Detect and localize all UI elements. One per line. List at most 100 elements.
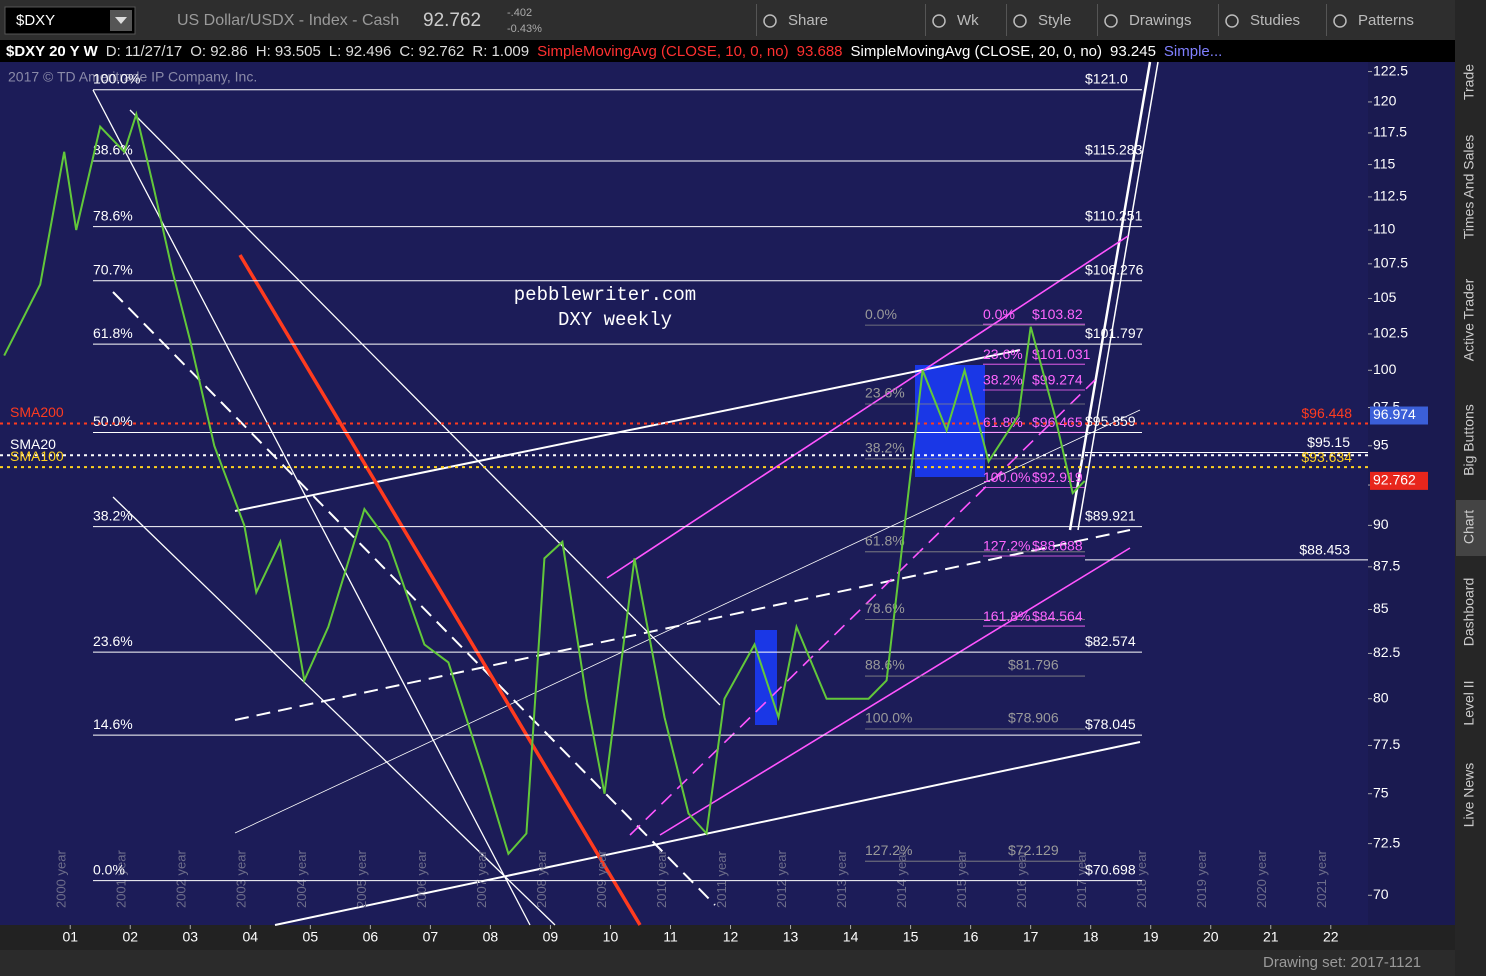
toolbar-icon bbox=[1104, 14, 1118, 28]
fib-price: $89.921 bbox=[1085, 507, 1136, 523]
sidebar-tab[interactable]: Level II bbox=[1461, 680, 1477, 725]
price-tag-label: 92.762 bbox=[1373, 472, 1416, 488]
sidebar-tab[interactable]: Trade bbox=[1461, 64, 1477, 100]
sidebar-tab[interactable]: Live News bbox=[1461, 763, 1477, 828]
channel bbox=[606, 235, 1129, 579]
price-axis bbox=[1368, 62, 1455, 925]
fib-percent: 88.6% bbox=[93, 142, 133, 158]
fib-price: $92.919 bbox=[1032, 469, 1083, 485]
y-tick-label: 95 bbox=[1373, 436, 1389, 452]
info-item: C: 92.762 bbox=[399, 43, 464, 60]
sidebar-tab[interactable]: Chart bbox=[1461, 510, 1477, 544]
fib-price: $78.906 bbox=[1008, 710, 1059, 726]
sidebar-tab[interactable]: Dashboard bbox=[1461, 578, 1477, 647]
toolbar-button bbox=[1006, 4, 1007, 36]
fib-percent: 38.2% bbox=[865, 440, 905, 456]
channel bbox=[659, 547, 1131, 836]
toolbar-icon bbox=[1013, 14, 1027, 28]
y-tick-label: 107.5 bbox=[1373, 255, 1408, 271]
sidebar-active bbox=[1456, 500, 1486, 556]
toolbar-button bbox=[1097, 4, 1098, 36]
fib-percent: 0.0% bbox=[865, 306, 897, 322]
year-label: 2000 year bbox=[54, 850, 69, 908]
fib-percent: 38.2% bbox=[983, 372, 1023, 388]
toolbar-icon bbox=[763, 14, 777, 28]
year-label: 2014 year bbox=[894, 850, 909, 908]
toolbar-button bbox=[1326, 4, 1327, 36]
toolbar-button bbox=[1218, 4, 1219, 36]
toolbar-button-label[interactable]: Studies bbox=[1250, 12, 1300, 29]
fib-price: $103.82 bbox=[1032, 306, 1083, 322]
fib-percent: 127.2% bbox=[983, 538, 1030, 554]
fib-percent: 38.2% bbox=[93, 507, 133, 523]
price-tag bbox=[1370, 406, 1428, 425]
year-label: 2012 year bbox=[774, 850, 789, 908]
y-tick-label: 75 bbox=[1373, 784, 1389, 800]
fib-percent: 23.6% bbox=[93, 633, 133, 649]
x-tick-label: 09 bbox=[543, 929, 559, 945]
fib-percent: 100.0% bbox=[865, 710, 912, 726]
y-tick-label: 77.5 bbox=[1373, 736, 1400, 752]
y-tick-label: 87.5 bbox=[1373, 558, 1400, 574]
sidebar-tab[interactable]: Big Buttons bbox=[1461, 404, 1477, 476]
x-tick-label: 14 bbox=[843, 929, 859, 945]
sma-label: SMA20 bbox=[10, 436, 56, 452]
fib-percent: 127.2% bbox=[865, 842, 912, 858]
fib-price: $78.045 bbox=[1085, 716, 1136, 732]
price-tag bbox=[1370, 471, 1428, 490]
fib-price: $101.797 bbox=[1085, 325, 1144, 341]
fib-price: $106.276 bbox=[1085, 261, 1144, 277]
drawings bbox=[92, 61, 1159, 926]
fib-price: $96.465 bbox=[1032, 414, 1083, 430]
y-tick-label: 112.5 bbox=[1373, 188, 1407, 204]
status-bar bbox=[0, 950, 1455, 976]
toolbar-button-label[interactable]: Share bbox=[788, 12, 828, 29]
x-tick-label: 03 bbox=[182, 929, 198, 945]
trendline bbox=[234, 409, 1141, 834]
fib-percent: 23.6% bbox=[983, 346, 1023, 362]
y-tick-label: 117.5 bbox=[1373, 124, 1407, 140]
year-label: 2001 year bbox=[114, 850, 129, 908]
info-bar-text: $DXY 20 Y W D: 11/27/17 O: 92.86 H: 93.505 L… bbox=[6, 43, 1222, 60]
y-tick-label: 122.5 bbox=[1373, 62, 1408, 78]
toolbar-button-label[interactable]: Wk bbox=[957, 12, 979, 29]
toolbar-button-label[interactable]: Drawings bbox=[1129, 12, 1192, 29]
year-label: 2015 year bbox=[954, 850, 969, 908]
info-item: $DXY 20 Y W bbox=[6, 43, 99, 60]
fib-price: $115.283 bbox=[1085, 142, 1143, 158]
fib-price: $81.796 bbox=[1008, 657, 1059, 673]
toolbar-icon bbox=[1225, 14, 1239, 28]
sidebar-tab[interactable]: Active Trader bbox=[1461, 278, 1477, 361]
last-price: 92.762 bbox=[423, 10, 481, 31]
x-tick-label: 05 bbox=[303, 929, 319, 945]
fib-price: $82.574 bbox=[1085, 633, 1136, 649]
fib-price: $84.564 bbox=[1032, 608, 1083, 624]
toolbar-icon bbox=[1333, 14, 1347, 28]
y-tick-label: 105 bbox=[1373, 289, 1397, 305]
toolbar-button-label[interactable]: Style bbox=[1038, 12, 1071, 29]
price-line bbox=[3, 110, 1086, 856]
y-tick-label: 102.5 bbox=[1373, 325, 1408, 341]
info-item: R: 1.009 bbox=[472, 43, 529, 60]
description: US Dollar/USDX - Index - Cash bbox=[177, 12, 399, 29]
level-price: $95.15 bbox=[1307, 434, 1350, 450]
fib-price: $88.688 bbox=[1032, 538, 1083, 554]
time-axis bbox=[0, 925, 1455, 950]
x-tick-label: 07 bbox=[423, 929, 439, 945]
x-tick-label: 10 bbox=[603, 929, 619, 945]
sidebar-tab[interactable]: Times And Sales bbox=[1461, 135, 1477, 240]
y-tick-label: 120 bbox=[1373, 93, 1397, 109]
fib-price: $99.274 bbox=[1032, 372, 1083, 388]
info-item: H: 93.505 bbox=[256, 43, 321, 60]
sma-curve bbox=[238, 254, 642, 926]
trendline bbox=[1068, 61, 1152, 531]
sma-price: $96.448 bbox=[1301, 405, 1352, 421]
change: -.402 bbox=[507, 7, 532, 19]
year-label: 2010 year bbox=[654, 850, 669, 908]
year-label: 2013 year bbox=[834, 850, 849, 908]
y-tick-label: 72.5 bbox=[1373, 834, 1400, 850]
toolbar-button-label[interactable]: Patterns bbox=[1358, 12, 1414, 29]
fib-percent: 50.0% bbox=[93, 413, 133, 429]
info-item: O: 92.86 bbox=[190, 43, 248, 60]
